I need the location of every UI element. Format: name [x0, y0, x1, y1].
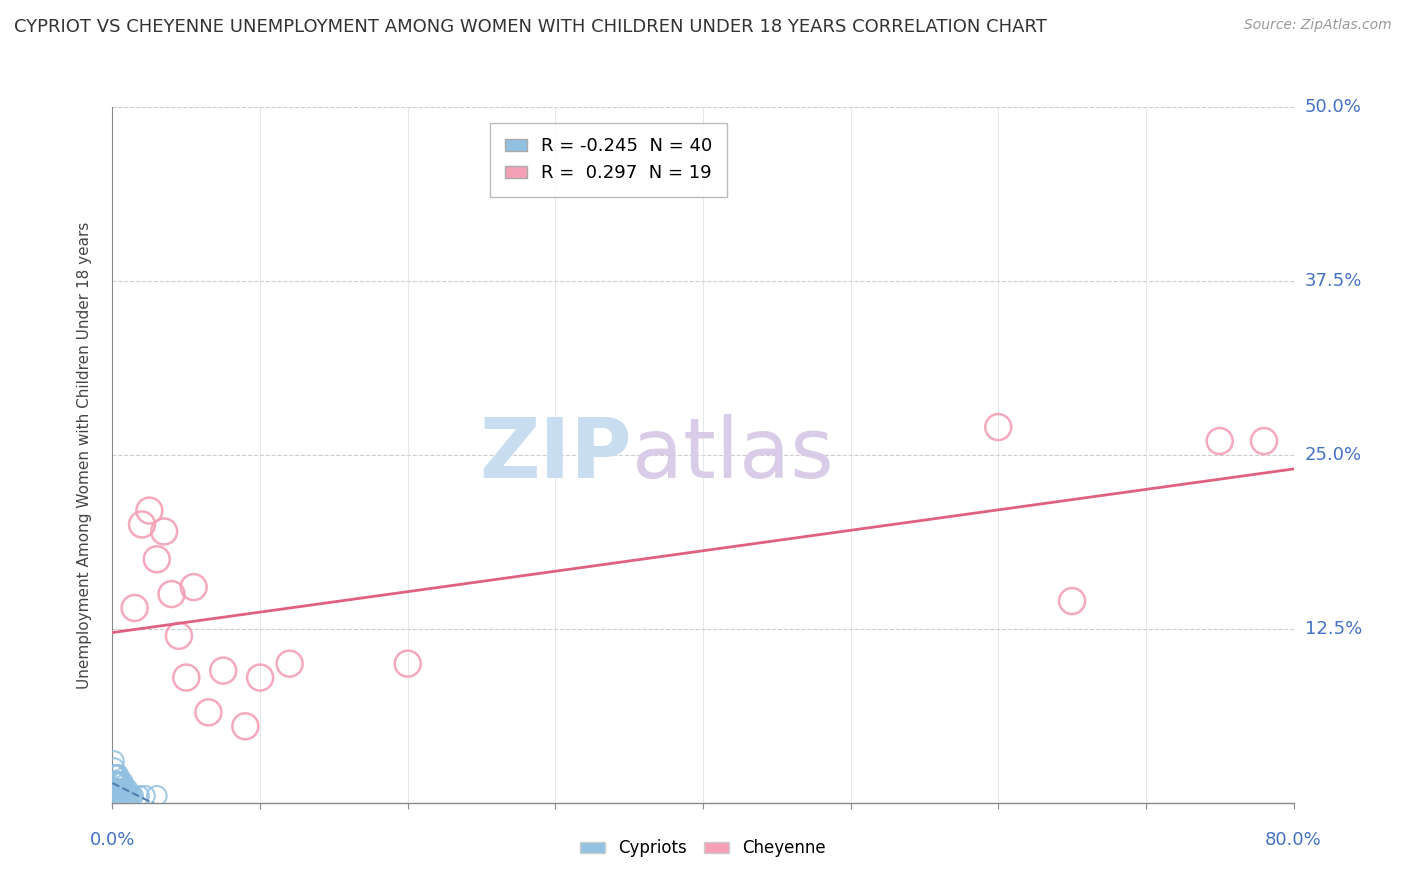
Point — [104, 768, 127, 782]
Point — [103, 754, 125, 768]
Text: CYPRIOT VS CHEYENNE UNEMPLOYMENT AMONG WOMEN WITH CHILDREN UNDER 18 YEARS CORREL: CYPRIOT VS CHEYENNE UNEMPLOYMENT AMONG W… — [14, 18, 1047, 36]
Point — [197, 706, 219, 720]
Point — [396, 657, 419, 671]
Point — [167, 629, 190, 643]
Point — [108, 781, 131, 796]
Text: 50.0%: 50.0% — [1305, 98, 1361, 116]
Text: Source: ZipAtlas.com: Source: ZipAtlas.com — [1244, 18, 1392, 32]
Point — [110, 789, 132, 803]
Point — [103, 775, 125, 789]
Point — [111, 789, 134, 803]
Point — [278, 657, 301, 671]
Point — [105, 775, 128, 789]
Y-axis label: Unemployment Among Women with Children Under 18 years: Unemployment Among Women with Children U… — [77, 221, 91, 689]
Point — [104, 781, 127, 796]
Point — [1208, 434, 1232, 448]
Point — [118, 789, 141, 803]
Point — [114, 789, 136, 803]
Point — [107, 768, 129, 782]
Point — [107, 789, 129, 803]
Text: atlas: atlas — [633, 415, 834, 495]
Point — [103, 761, 125, 775]
Point — [103, 789, 125, 803]
Point — [124, 601, 146, 615]
Point — [117, 789, 138, 803]
Point — [233, 719, 256, 733]
Point — [131, 517, 153, 532]
Point — [105, 768, 128, 782]
Point — [103, 781, 125, 796]
Point — [112, 781, 135, 796]
Point — [104, 775, 127, 789]
Point — [105, 781, 128, 796]
Point — [110, 781, 132, 796]
Point — [114, 781, 136, 796]
Point — [105, 789, 128, 803]
Point — [112, 789, 135, 803]
Point — [249, 671, 271, 685]
Point — [134, 789, 156, 803]
Text: 80.0%: 80.0% — [1265, 830, 1322, 848]
Point — [108, 789, 131, 803]
Point — [111, 781, 134, 796]
Point — [987, 420, 1010, 434]
Text: ZIP: ZIP — [479, 415, 633, 495]
Point — [212, 664, 235, 678]
Point — [1253, 434, 1275, 448]
Point — [120, 789, 142, 803]
Point — [122, 789, 145, 803]
Text: 12.5%: 12.5% — [1305, 620, 1362, 638]
Point — [128, 789, 150, 803]
Text: 37.5%: 37.5% — [1305, 272, 1362, 290]
Point — [104, 789, 127, 803]
Legend: Cypriots, Cheyenne: Cypriots, Cheyenne — [574, 833, 832, 864]
Point — [107, 775, 129, 789]
Point — [174, 671, 197, 685]
Text: 25.0%: 25.0% — [1305, 446, 1362, 464]
Point — [153, 524, 176, 539]
Point — [110, 775, 132, 789]
Point — [1062, 594, 1084, 608]
Point — [160, 587, 183, 601]
Point — [117, 781, 138, 796]
Point — [183, 580, 205, 594]
Text: 0.0%: 0.0% — [90, 830, 135, 848]
Point — [103, 768, 125, 782]
Point — [138, 503, 160, 517]
Point — [146, 789, 169, 803]
Point — [108, 775, 131, 789]
Point — [146, 552, 169, 566]
Point — [107, 781, 129, 796]
Point — [111, 775, 134, 789]
Point — [121, 789, 143, 803]
